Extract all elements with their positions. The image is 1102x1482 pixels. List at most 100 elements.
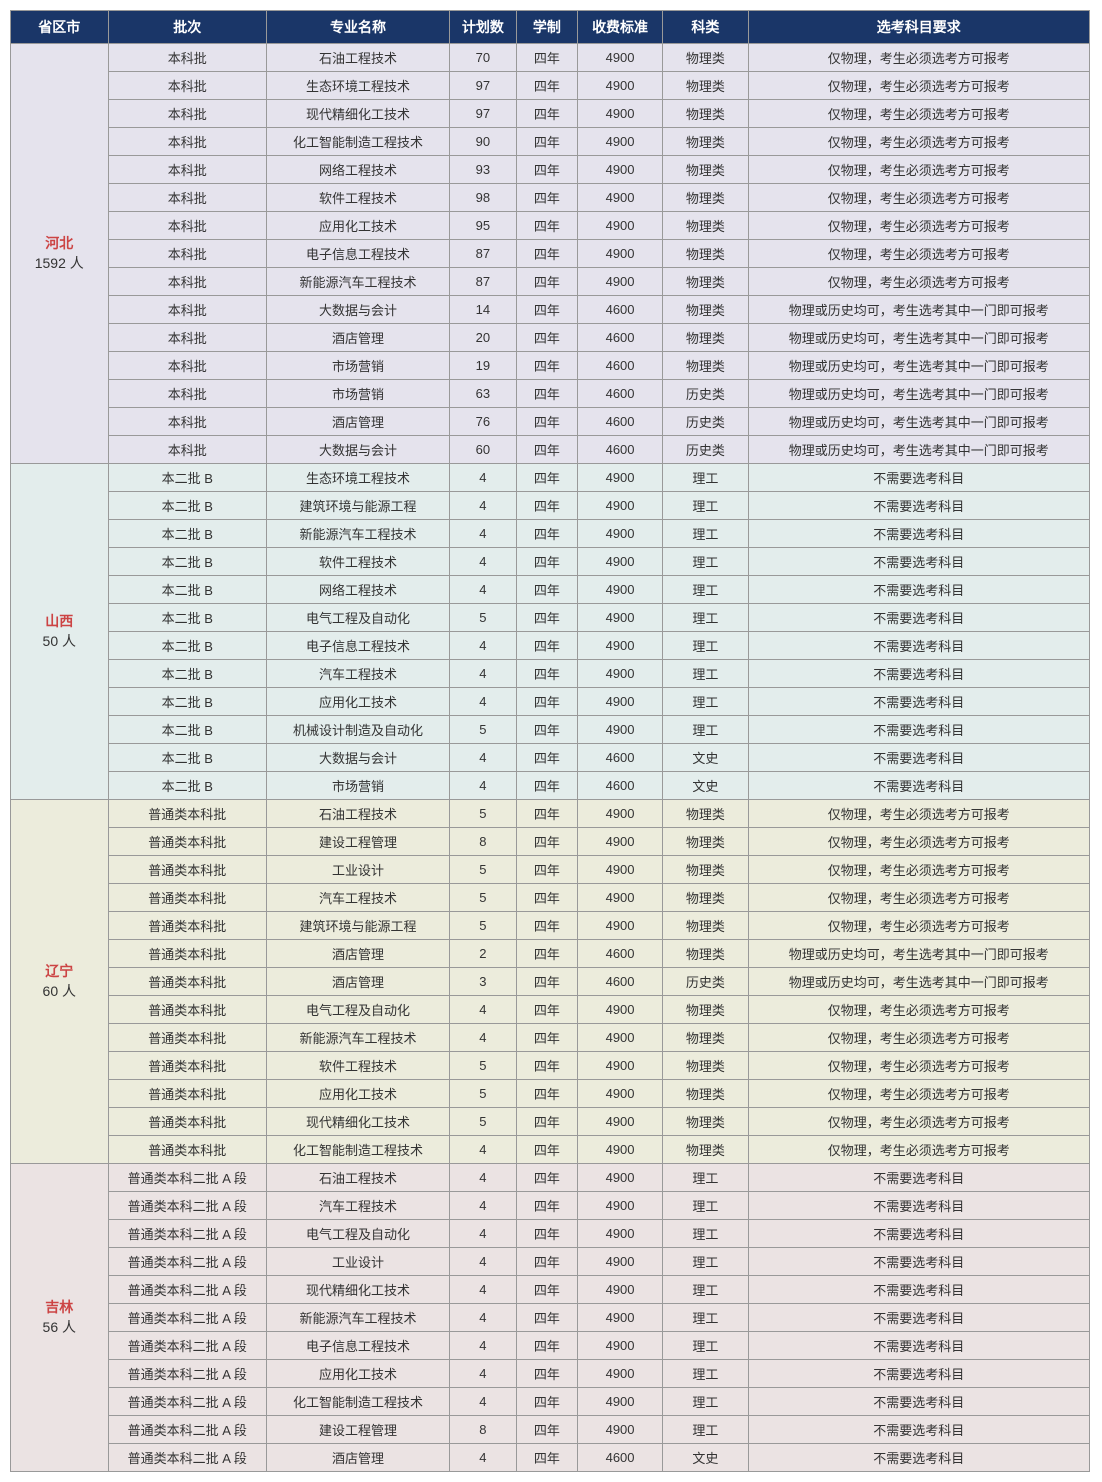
cell: 4900	[577, 520, 662, 548]
cell: 四年	[516, 212, 577, 240]
cell: 物理类	[663, 828, 748, 856]
table-row: 本二批 B大数据与会计4四年4600文史不需要选考科目	[11, 744, 1090, 772]
cell: 现代精细化工技术	[267, 1276, 450, 1304]
province-name: 辽宁	[15, 962, 104, 982]
cell: 四年	[516, 1332, 577, 1360]
table-row: 本二批 B电气工程及自动化5四年4900理工不需要选考科目	[11, 604, 1090, 632]
cell: 理工	[663, 548, 748, 576]
cell: 普通类本科二批 A 段	[108, 1248, 266, 1276]
province-count: 56 人	[15, 1318, 104, 1338]
cell: 4	[449, 576, 516, 604]
cell: 软件工程技术	[267, 1052, 450, 1080]
cell: 物理类	[663, 240, 748, 268]
table-row: 普通类本科批现代精细化工技术5四年4900物理类仅物理，考生必须选考方可报考	[11, 1108, 1090, 1136]
cell: 3	[449, 968, 516, 996]
cell: 4900	[577, 1276, 662, 1304]
cell: 4900	[577, 660, 662, 688]
cell: 电气工程及自动化	[267, 1220, 450, 1248]
province-cell: 山西50 人	[11, 464, 109, 800]
table-row: 普通类本科批工业设计5四年4900物理类仅物理，考生必须选考方可报考	[11, 856, 1090, 884]
table-row: 普通类本科批酒店管理2四年4600物理类物理或历史均可，考生选考其中一门即可报考	[11, 940, 1090, 968]
cell: 本科批	[108, 268, 266, 296]
cell: 仅物理，考生必须选考方可报考	[748, 128, 1089, 156]
cell: 4600	[577, 352, 662, 380]
cell: 市场营销	[267, 380, 450, 408]
cell: 酒店管理	[267, 324, 450, 352]
cell: 普通类本科二批 A 段	[108, 1388, 266, 1416]
cell: 大数据与会计	[267, 436, 450, 464]
cell: 物理类	[663, 1080, 748, 1108]
cell: 仅物理，考生必须选考方可报考	[748, 1136, 1089, 1164]
cell: 5	[449, 912, 516, 940]
cell: 物理类	[663, 212, 748, 240]
cell: 普通类本科二批 A 段	[108, 1164, 266, 1192]
cell: 97	[449, 100, 516, 128]
cell: 机械设计制造及自动化	[267, 716, 450, 744]
cell: 5	[449, 800, 516, 828]
table-row: 普通类本科二批 A 段新能源汽车工程技术4四年4900理工不需要选考科目	[11, 1304, 1090, 1332]
cell: 电气工程及自动化	[267, 996, 450, 1024]
cell: 生态环境工程技术	[267, 72, 450, 100]
cell: 97	[449, 72, 516, 100]
cell: 普通类本科批	[108, 996, 266, 1024]
cell: 建筑环境与能源工程	[267, 492, 450, 520]
cell: 文史	[663, 744, 748, 772]
cell: 软件工程技术	[267, 548, 450, 576]
cell: 普通类本科批	[108, 856, 266, 884]
cell: 本二批 B	[108, 464, 266, 492]
cell: 化工智能制造工程技术	[267, 128, 450, 156]
cell: 物理类	[663, 324, 748, 352]
cell: 4900	[577, 100, 662, 128]
cell: 本二批 B	[108, 604, 266, 632]
col-header: 批次	[108, 11, 266, 44]
table-row: 普通类本科批汽车工程技术5四年4900物理类仅物理，考生必须选考方可报考	[11, 884, 1090, 912]
cell: 仅物理，考生必须选考方可报考	[748, 1080, 1089, 1108]
province-cell: 河北1592 人	[11, 44, 109, 464]
table-row: 本科批电子信息工程技术87四年4900物理类仅物理，考生必须选考方可报考	[11, 240, 1090, 268]
cell: 电子信息工程技术	[267, 632, 450, 660]
cell: 仅物理，考生必须选考方可报考	[748, 856, 1089, 884]
cell: 4900	[577, 212, 662, 240]
cell: 物理或历史均可，考生选考其中一门即可报考	[748, 380, 1089, 408]
province-count: 60 人	[15, 982, 104, 1002]
cell: 5	[449, 1080, 516, 1108]
cell: 4600	[577, 408, 662, 436]
cell: 物理类	[663, 1108, 748, 1136]
cell: 四年	[516, 660, 577, 688]
table-row: 本科批应用化工技术95四年4900物理类仅物理，考生必须选考方可报考	[11, 212, 1090, 240]
cell: 市场营销	[267, 352, 450, 380]
cell: 4	[449, 1024, 516, 1052]
col-header: 学制	[516, 11, 577, 44]
cell: 四年	[516, 156, 577, 184]
cell: 本科批	[108, 128, 266, 156]
cell: 新能源汽车工程技术	[267, 1024, 450, 1052]
cell: 四年	[516, 44, 577, 72]
cell: 四年	[516, 632, 577, 660]
cell: 四年	[516, 240, 577, 268]
table-row: 本科批酒店管理20四年4600物理类物理或历史均可，考生选考其中一门即可报考	[11, 324, 1090, 352]
cell: 不需要选考科目	[748, 1164, 1089, 1192]
table-row: 普通类本科二批 A 段化工智能制造工程技术4四年4900理工不需要选考科目	[11, 1388, 1090, 1416]
cell: 现代精细化工技术	[267, 100, 450, 128]
cell: 不需要选考科目	[748, 772, 1089, 800]
cell: 四年	[516, 1416, 577, 1444]
cell: 4900	[577, 72, 662, 100]
cell: 理工	[663, 1332, 748, 1360]
cell: 本二批 B	[108, 688, 266, 716]
cell: 四年	[516, 296, 577, 324]
cell: 5	[449, 1108, 516, 1136]
cell: 四年	[516, 100, 577, 128]
cell: 本科批	[108, 352, 266, 380]
cell: 石油工程技术	[267, 44, 450, 72]
cell: 不需要选考科目	[748, 1332, 1089, 1360]
cell: 4900	[577, 1304, 662, 1332]
cell: 4	[449, 492, 516, 520]
cell: 四年	[516, 492, 577, 520]
cell: 不需要选考科目	[748, 1444, 1089, 1472]
cell: 四年	[516, 1220, 577, 1248]
cell: 四年	[516, 744, 577, 772]
cell: 4900	[577, 1416, 662, 1444]
cell: 软件工程技术	[267, 184, 450, 212]
cell: 理工	[663, 1220, 748, 1248]
cell: 5	[449, 604, 516, 632]
